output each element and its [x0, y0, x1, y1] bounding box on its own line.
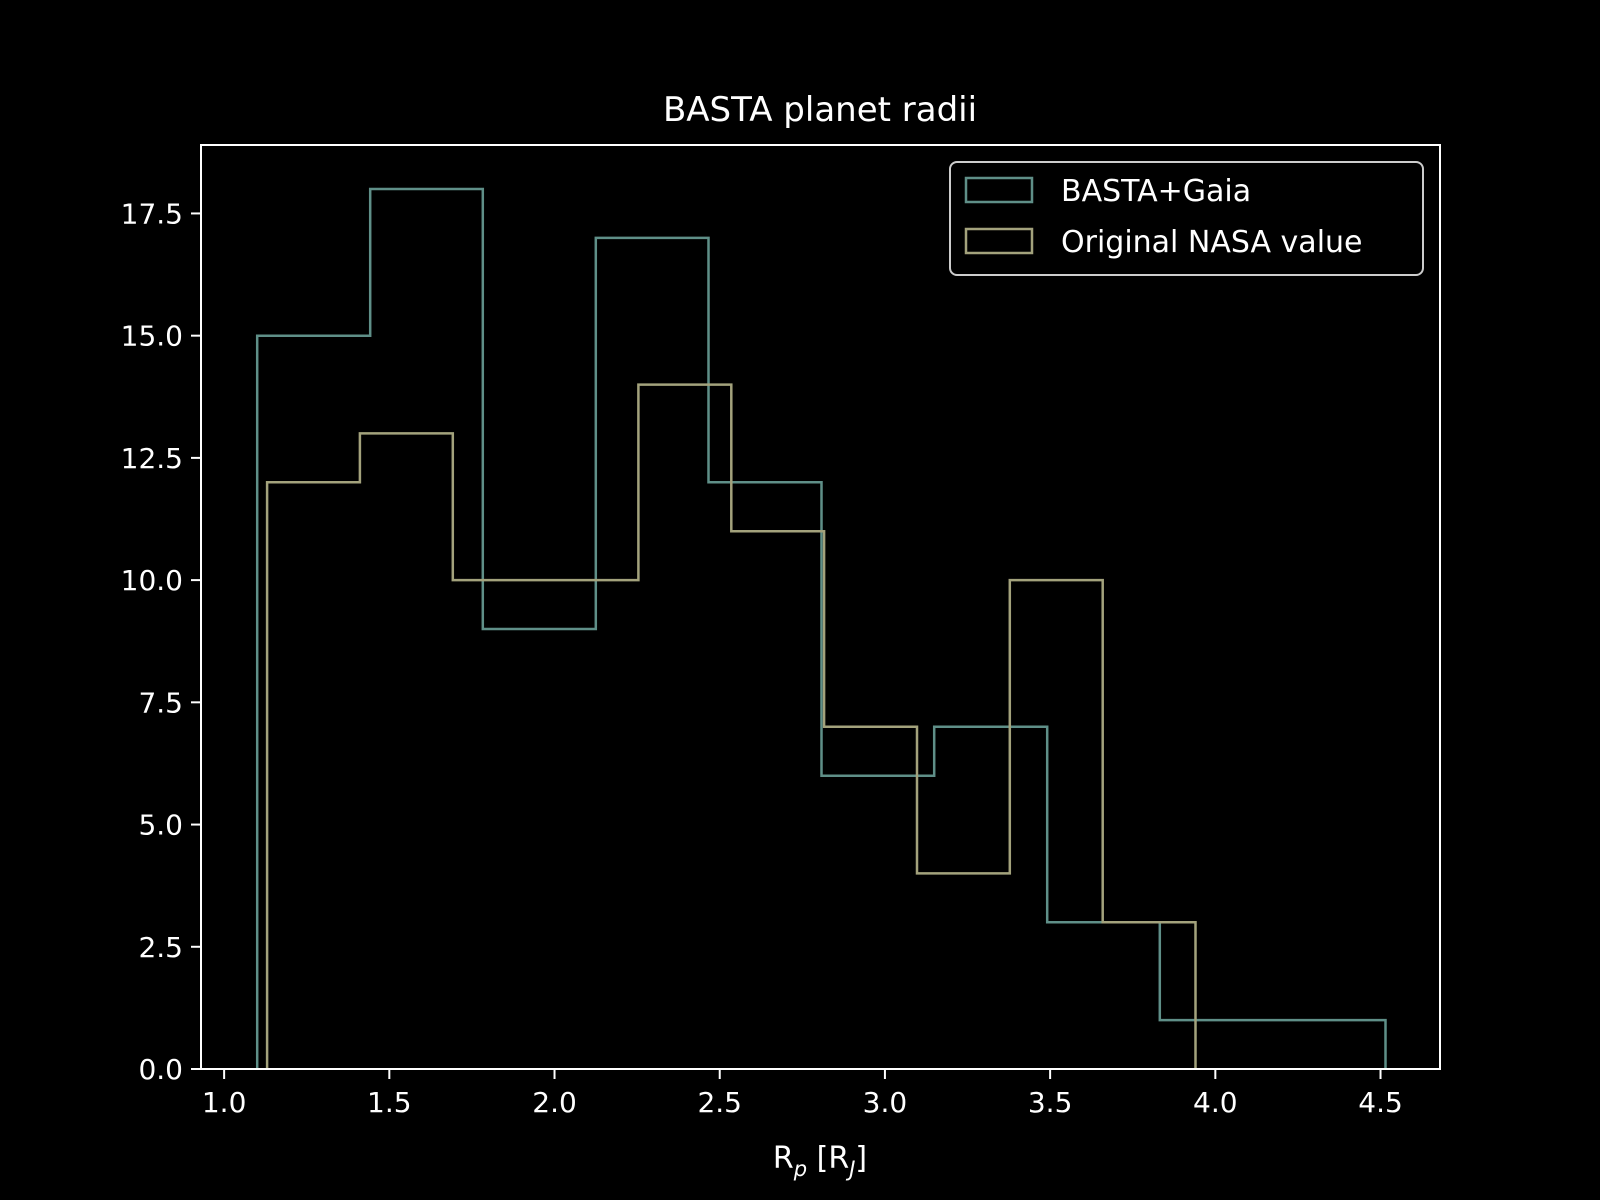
x-tick-label: 1.0	[202, 1086, 247, 1119]
legend-frame	[949, 161, 1424, 276]
x-axis-label-base: R	[773, 1141, 794, 1176]
y-tick-label: 2.5	[138, 931, 183, 964]
x-axis-label-bracket: [R	[807, 1141, 849, 1176]
x-tick-label: 1.5	[367, 1086, 412, 1119]
y-tick-label: 12.5	[121, 442, 183, 475]
histogram-outline-original-nasa-value	[265, 383, 1197, 1069]
y-tick-label: 15.0	[121, 320, 183, 353]
x-axis-label: Rp [RJ]	[773, 1141, 867, 1181]
x-axis-label-bracket-close: ]	[855, 1141, 867, 1176]
y-tick-label: 10.0	[121, 564, 183, 597]
legend-swatch-original-nasa	[964, 227, 1034, 255]
series-layer	[255, 187, 1387, 1069]
legend-label-basta-gaia: BASTA+Gaia	[1061, 174, 1251, 209]
y-axis: 0.0 2.5 5.0 7.5 10.0 12.5 15.0 17.5	[121, 197, 201, 1086]
x-tick-label: 2.5	[697, 1086, 742, 1119]
y-tick-label: 7.5	[138, 686, 183, 719]
x-tick-label: 4.5	[1358, 1086, 1403, 1119]
histogram-outline-basta-gaia	[255, 187, 1387, 1069]
legend-swatch-basta-gaia	[964, 176, 1034, 204]
x-tick-label: 2.0	[532, 1086, 577, 1119]
x-tick-label: 3.5	[1028, 1086, 1073, 1119]
chart-title: BASTA planet radii	[663, 90, 977, 130]
x-axis-label-subscript: p	[793, 1157, 807, 1181]
plot-frame	[200, 144, 1441, 1070]
legend-label-original-nasa: Original NASA value	[1061, 225, 1363, 260]
x-tick-label: 4.0	[1193, 1086, 1238, 1119]
legend: BASTA+Gaia Original NASA value	[949, 161, 1424, 276]
y-tick-label: 5.0	[138, 809, 183, 842]
x-axis: 1.0 1.5 2.0 2.5 3.0 3.5 4.0 4.5	[202, 1069, 1403, 1119]
x-axis-label-bracket-subscript: J	[845, 1157, 855, 1181]
y-tick-label: 17.5	[121, 197, 183, 230]
x-tick-label: 3.0	[863, 1086, 908, 1119]
y-tick-label: 0.0	[138, 1053, 183, 1086]
